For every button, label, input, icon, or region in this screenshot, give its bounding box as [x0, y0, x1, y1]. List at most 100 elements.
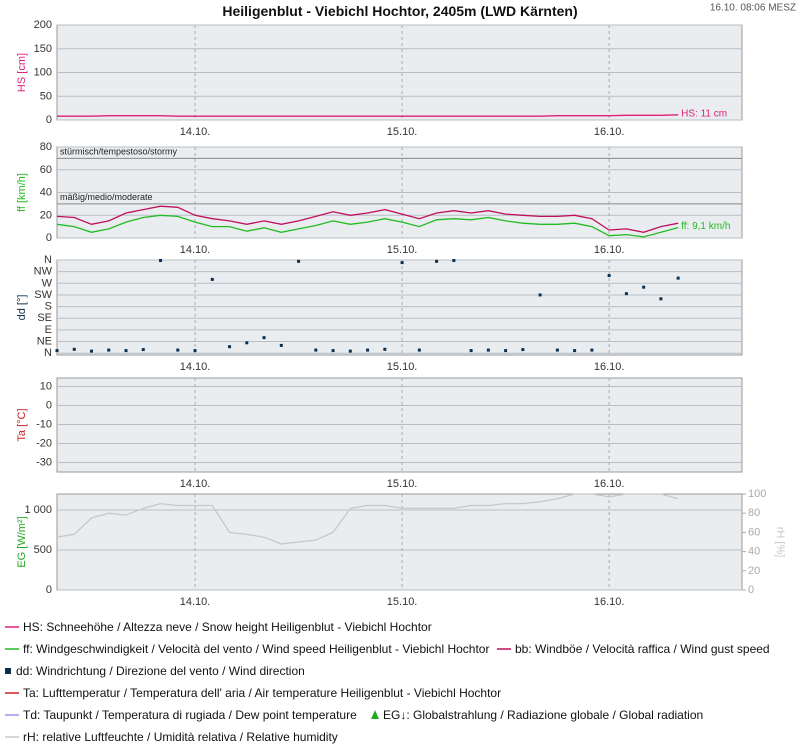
- series-line: [57, 114, 679, 117]
- scatter-point: [607, 274, 611, 278]
- y-tick-label: 1 000: [24, 504, 52, 516]
- series-line: [56, 205, 679, 233]
- x-tick-label: 14.10.: [180, 361, 211, 373]
- y-tick-label: -20: [36, 438, 52, 450]
- scatter-point: [573, 349, 577, 353]
- y-tick-label: 60: [40, 164, 52, 176]
- y-axis-label: dd [°]: [16, 295, 28, 321]
- scatter-point: [521, 348, 525, 352]
- y-tick-label: E: [45, 324, 52, 336]
- end-annotation: HS: 11 cm: [681, 108, 727, 119]
- scatter-point: [469, 349, 473, 353]
- x-tick-label: 14.10.: [180, 596, 211, 608]
- scatter-point: [176, 348, 180, 352]
- scatter-point: [331, 349, 335, 353]
- scatter-point: [297, 259, 301, 263]
- y-tick-label: N: [44, 254, 52, 266]
- legend-marker: [371, 710, 379, 719]
- y2-tick-label: 20: [748, 565, 760, 577]
- scatter-point: [193, 349, 197, 353]
- y2-axis-label: rH [%]: [774, 527, 786, 558]
- chart-title: Heiligenblut - Viebichl Hochtor, 2405m (…: [222, 3, 577, 19]
- scatter-point: [262, 336, 266, 340]
- y-axis-label: ff [km/h]: [16, 173, 28, 212]
- scatter-point: [590, 348, 594, 352]
- x-tick-label: 14.10.: [180, 478, 211, 490]
- scatter-point: [659, 297, 663, 301]
- scatter-point: [642, 285, 646, 289]
- end-annotation: ff: 9,1 km/h: [681, 221, 730, 232]
- y-tick-label: 0: [46, 232, 52, 244]
- scatter-point: [90, 349, 94, 353]
- y-tick-label: 0: [46, 584, 52, 596]
- x-tick-label: 16.10.: [594, 478, 625, 490]
- x-tick-label: 15.10.: [387, 126, 418, 138]
- y2-tick-label: 60: [748, 526, 760, 538]
- y-tick-label: W: [42, 277, 53, 289]
- y-axis-label: EG [W/m²]: [16, 516, 28, 567]
- y-tick-label: 200: [34, 19, 52, 31]
- scatter-point: [245, 341, 249, 345]
- y-tick-label: 500: [34, 544, 52, 556]
- scatter-point: [366, 348, 370, 352]
- x-tick-label: 15.10.: [387, 478, 418, 490]
- legend-label: rH: relative Luftfeuchte / Umidità relat…: [23, 730, 338, 744]
- threshold-label: mäßig/medio/moderate: [60, 192, 153, 202]
- scatter-point: [504, 349, 508, 353]
- scatter-point: [435, 259, 439, 263]
- scatter-point: [72, 347, 76, 351]
- legend-label: dd: Windrichtung / Direzione del vento /…: [16, 664, 305, 678]
- y-tick-label: NW: [34, 266, 53, 278]
- scatter-point: [314, 348, 318, 352]
- timestamp: 16.10. 08:06 MESZ: [710, 3, 796, 14]
- scatter-point: [279, 343, 283, 347]
- y2-tick-label: 0: [748, 584, 754, 596]
- x-tick-label: 16.10.: [594, 126, 625, 138]
- legend-label: EG↓: Globalstrahlung / Radiazione global…: [383, 708, 703, 722]
- scatter-point: [210, 277, 214, 281]
- legend-label: Td: Taupunkt / Temperatura di rugiada / …: [23, 708, 357, 722]
- legend-label: ff: Windgeschwindigkeit / Velocità del v…: [23, 642, 489, 656]
- y-tick-label: N: [44, 347, 52, 359]
- scatter-point: [676, 276, 680, 280]
- y-axis-label: Ta [°C]: [16, 408, 28, 441]
- plot-area: [56, 259, 743, 356]
- y-tick-label: 0: [46, 400, 52, 412]
- x-tick-label: 16.10.: [594, 596, 625, 608]
- scatter-point: [538, 293, 542, 297]
- scatter-point: [348, 349, 352, 353]
- y-tick-label: 50: [40, 90, 52, 102]
- scatter-point: [124, 349, 128, 353]
- y-axis-label: HS [cm]: [16, 53, 28, 92]
- y-tick-label: 0: [46, 114, 52, 126]
- legend-marker: [5, 668, 11, 674]
- scatter-point: [383, 347, 387, 351]
- x-tick-label: 15.10.: [387, 596, 418, 608]
- y-tick-label: NE: [37, 336, 52, 348]
- x-tick-label: 16.10.: [594, 361, 625, 373]
- y-tick-label: 40: [40, 187, 52, 199]
- scatter-point: [159, 259, 163, 263]
- series-line: [56, 214, 679, 238]
- y-tick-label: S: [45, 301, 52, 313]
- y-tick-label: 150: [34, 43, 52, 55]
- y2-tick-label: 100: [748, 488, 766, 500]
- x-tick-label: 14.10.: [180, 244, 211, 256]
- x-tick-label: 16.10.: [594, 244, 625, 256]
- scatter-point: [555, 348, 559, 352]
- scatter-point: [141, 348, 145, 352]
- x-tick-label: 14.10.: [180, 126, 211, 138]
- scatter-point: [624, 292, 628, 296]
- x-tick-label: 15.10.: [387, 361, 418, 373]
- y2-tick-label: 40: [748, 546, 760, 558]
- series-line: [56, 493, 679, 545]
- y-tick-label: -10: [36, 419, 52, 431]
- y-tick-label: SE: [37, 312, 52, 324]
- scatter-point: [55, 349, 59, 353]
- scatter-point: [486, 348, 490, 352]
- y-tick-label: 10: [40, 381, 52, 393]
- x-tick-label: 15.10.: [387, 244, 418, 256]
- legend-label: bb: Windböe / Velocità raffica / Wind gu…: [515, 642, 770, 656]
